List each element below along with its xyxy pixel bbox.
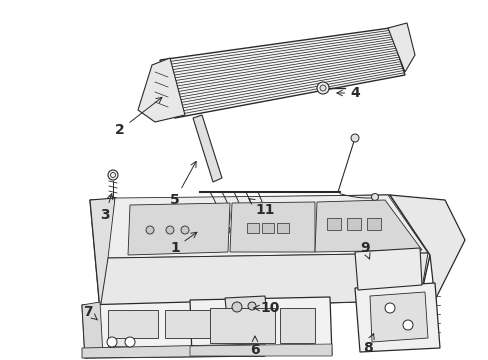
Polygon shape — [160, 28, 404, 118]
Text: 3: 3 — [100, 194, 113, 222]
Text: 9: 9 — [360, 241, 369, 259]
Text: 10: 10 — [253, 301, 279, 315]
Circle shape — [371, 202, 378, 208]
Bar — [246, 223, 259, 233]
Circle shape — [371, 210, 378, 216]
Circle shape — [316, 82, 328, 94]
Text: 1: 1 — [170, 232, 197, 255]
Circle shape — [209, 223, 218, 231]
Circle shape — [108, 170, 118, 180]
Polygon shape — [100, 253, 427, 310]
Bar — [108, 338, 128, 346]
Circle shape — [165, 226, 174, 234]
Circle shape — [245, 232, 253, 240]
Polygon shape — [108, 195, 427, 258]
Circle shape — [371, 194, 378, 201]
Polygon shape — [138, 58, 184, 122]
Circle shape — [146, 226, 154, 234]
Text: 2: 2 — [115, 97, 162, 137]
Bar — [326, 218, 340, 230]
Circle shape — [319, 85, 325, 91]
Polygon shape — [193, 115, 222, 182]
Circle shape — [371, 225, 378, 233]
Circle shape — [125, 337, 135, 347]
Bar — [276, 223, 288, 233]
Polygon shape — [229, 202, 314, 252]
Text: 5: 5 — [170, 161, 196, 207]
Polygon shape — [224, 296, 266, 318]
Circle shape — [181, 226, 189, 234]
Polygon shape — [82, 302, 103, 358]
Polygon shape — [190, 344, 331, 356]
Polygon shape — [82, 344, 264, 358]
Polygon shape — [190, 297, 331, 356]
Polygon shape — [128, 203, 229, 255]
Text: 11: 11 — [248, 199, 274, 217]
Circle shape — [107, 337, 117, 347]
Polygon shape — [354, 283, 439, 352]
Bar — [108, 310, 158, 338]
Bar — [262, 223, 273, 233]
Circle shape — [222, 226, 229, 234]
Text: 4: 4 — [336, 86, 359, 100]
Polygon shape — [314, 200, 421, 252]
Bar — [209, 308, 274, 343]
Circle shape — [234, 229, 242, 237]
Bar — [346, 218, 360, 230]
Circle shape — [384, 303, 394, 313]
Bar — [366, 218, 380, 230]
Text: 7: 7 — [83, 305, 98, 320]
Bar — [280, 308, 314, 343]
Polygon shape — [369, 292, 427, 342]
Circle shape — [231, 302, 242, 312]
Polygon shape — [354, 248, 421, 290]
Polygon shape — [90, 195, 429, 310]
Polygon shape — [387, 23, 414, 72]
Circle shape — [258, 235, 265, 243]
Circle shape — [247, 302, 256, 310]
Circle shape — [350, 134, 358, 142]
Polygon shape — [389, 195, 464, 300]
Text: 6: 6 — [250, 336, 259, 357]
Text: 8: 8 — [363, 334, 373, 355]
Bar — [164, 310, 215, 338]
Polygon shape — [90, 198, 115, 310]
Circle shape — [402, 320, 412, 330]
Polygon shape — [82, 300, 264, 358]
Circle shape — [371, 217, 378, 225]
